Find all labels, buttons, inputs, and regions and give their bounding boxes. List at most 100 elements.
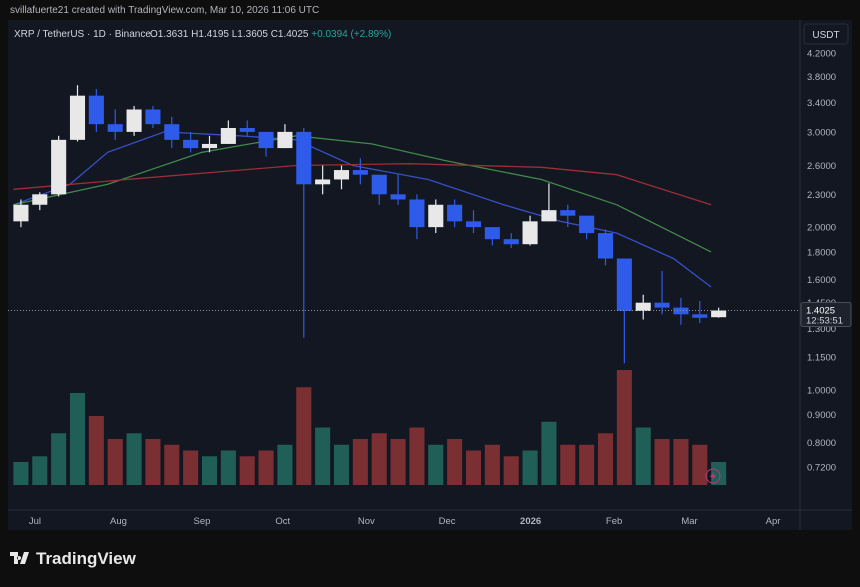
candle-body xyxy=(579,215,595,234)
x-tick-label: Nov xyxy=(358,516,375,527)
y-tick-label: 1.0000 xyxy=(807,385,836,396)
volume-bar xyxy=(13,462,29,485)
candle-body xyxy=(484,227,500,240)
plot-area xyxy=(8,20,800,510)
open: O1.3631 xyxy=(150,29,189,40)
x-tick-label: Sep xyxy=(194,516,211,527)
candle-body xyxy=(371,174,387,195)
candles xyxy=(13,85,727,364)
countdown: 12:53:51 xyxy=(806,316,843,327)
volume-bar xyxy=(673,439,689,485)
candle-body xyxy=(465,221,482,228)
y-tick-label: 0.8000 xyxy=(807,438,836,449)
candle-body xyxy=(315,179,331,185)
volume-bar xyxy=(126,433,142,485)
candle-body xyxy=(126,109,142,132)
last-price-tag xyxy=(800,302,852,328)
volume-bar xyxy=(352,439,368,485)
volume-bar xyxy=(32,456,48,485)
ohlc: O1.3631 H1.4195 L1.3605 C1.4025 +0.0394 … xyxy=(150,29,391,40)
volume xyxy=(13,370,727,485)
time-axis xyxy=(8,510,852,530)
x-tick-label: Aug xyxy=(110,516,127,527)
volume-bar xyxy=(107,439,123,485)
candle-body xyxy=(183,139,199,149)
volume-bar xyxy=(597,433,614,485)
logo: TradingView xyxy=(10,549,137,568)
axes: 4.2000 3.8000 3.4000 3.0000 2.6000 2.3000 2.00… xyxy=(8,48,852,527)
candle-body xyxy=(447,204,463,222)
close: C1.4025 xyxy=(271,29,309,40)
candle-body xyxy=(277,131,293,149)
y-tick-label: 1.3000 xyxy=(807,324,836,335)
y-tick-label: 0.7200 xyxy=(807,463,836,474)
candle-body xyxy=(428,204,444,228)
candle-body xyxy=(692,314,708,318)
volume-bar xyxy=(447,439,463,485)
brand: TradingView xyxy=(36,549,137,568)
change: +0.0394 (+2.89%) xyxy=(311,29,391,40)
volume-bar xyxy=(333,444,350,485)
candle-body xyxy=(597,233,614,259)
y-tick-label: 2.6000 xyxy=(807,161,836,172)
volume-bar xyxy=(315,427,331,485)
y-tick-label: 2.3000 xyxy=(807,190,836,201)
volume-bar xyxy=(277,444,293,485)
x-tick-label: Apr xyxy=(766,516,781,527)
y-tick-label: 1.6000 xyxy=(807,275,836,286)
candle-body xyxy=(88,95,104,125)
moving-average xyxy=(13,163,712,206)
volume-bar xyxy=(428,444,444,485)
moving-average xyxy=(13,135,712,253)
candle-body xyxy=(164,124,180,140)
y-tick-label: 3.0000 xyxy=(807,127,836,138)
volume-bar xyxy=(145,439,161,485)
candle-body xyxy=(352,170,368,175)
volume-bar xyxy=(51,433,67,485)
candle-body xyxy=(296,131,312,185)
logo-mark xyxy=(10,552,29,564)
volume-bar xyxy=(654,439,670,485)
y-tick-label: 0.9000 xyxy=(807,410,836,421)
high: H1.4195 xyxy=(191,29,229,40)
y-tick-label: 2.0000 xyxy=(807,223,836,234)
candle-body xyxy=(145,109,161,125)
x-tick-label: Mar xyxy=(681,516,697,527)
volume-bar xyxy=(409,427,425,485)
volume-bar xyxy=(296,387,312,485)
candle-body xyxy=(258,131,274,149)
candle-body xyxy=(51,139,67,195)
y-tick-label: 4.2000 xyxy=(807,48,836,59)
attribution: svillafuerte21 created with TradingView.… xyxy=(10,5,319,16)
volume-bar xyxy=(201,456,218,485)
candle-body xyxy=(635,302,651,311)
candle-body xyxy=(201,143,218,149)
alert-icon-bolt xyxy=(710,471,716,481)
y-tick-label: 1.8000 xyxy=(807,247,836,258)
volume-bar xyxy=(541,421,557,485)
candle-body xyxy=(69,95,86,140)
volume-bar xyxy=(220,450,236,485)
volume-bar xyxy=(371,433,387,485)
volume-bar xyxy=(164,444,180,485)
candle-body xyxy=(541,210,557,222)
volume-bar xyxy=(484,444,500,485)
x-tick-label: Feb xyxy=(606,516,622,527)
x-tick-label: 2026 xyxy=(520,516,541,527)
y-tick-label: 1.1500 xyxy=(807,353,836,364)
x-tick-label: Jul xyxy=(29,516,41,527)
volume-bar xyxy=(635,427,651,485)
currency-box[interactable] xyxy=(803,23,849,45)
last-price: 1.4025 xyxy=(806,306,835,317)
candle-body xyxy=(654,302,670,308)
alert-icon[interactable] xyxy=(705,468,721,484)
candle-body xyxy=(522,221,538,245)
volume-bar xyxy=(522,450,538,485)
volume-bar xyxy=(711,462,727,485)
candle-body xyxy=(409,199,425,228)
currency[interactable]: USDT xyxy=(812,30,839,41)
x-tick-label: Dec xyxy=(439,516,456,527)
candle-body xyxy=(390,194,406,200)
